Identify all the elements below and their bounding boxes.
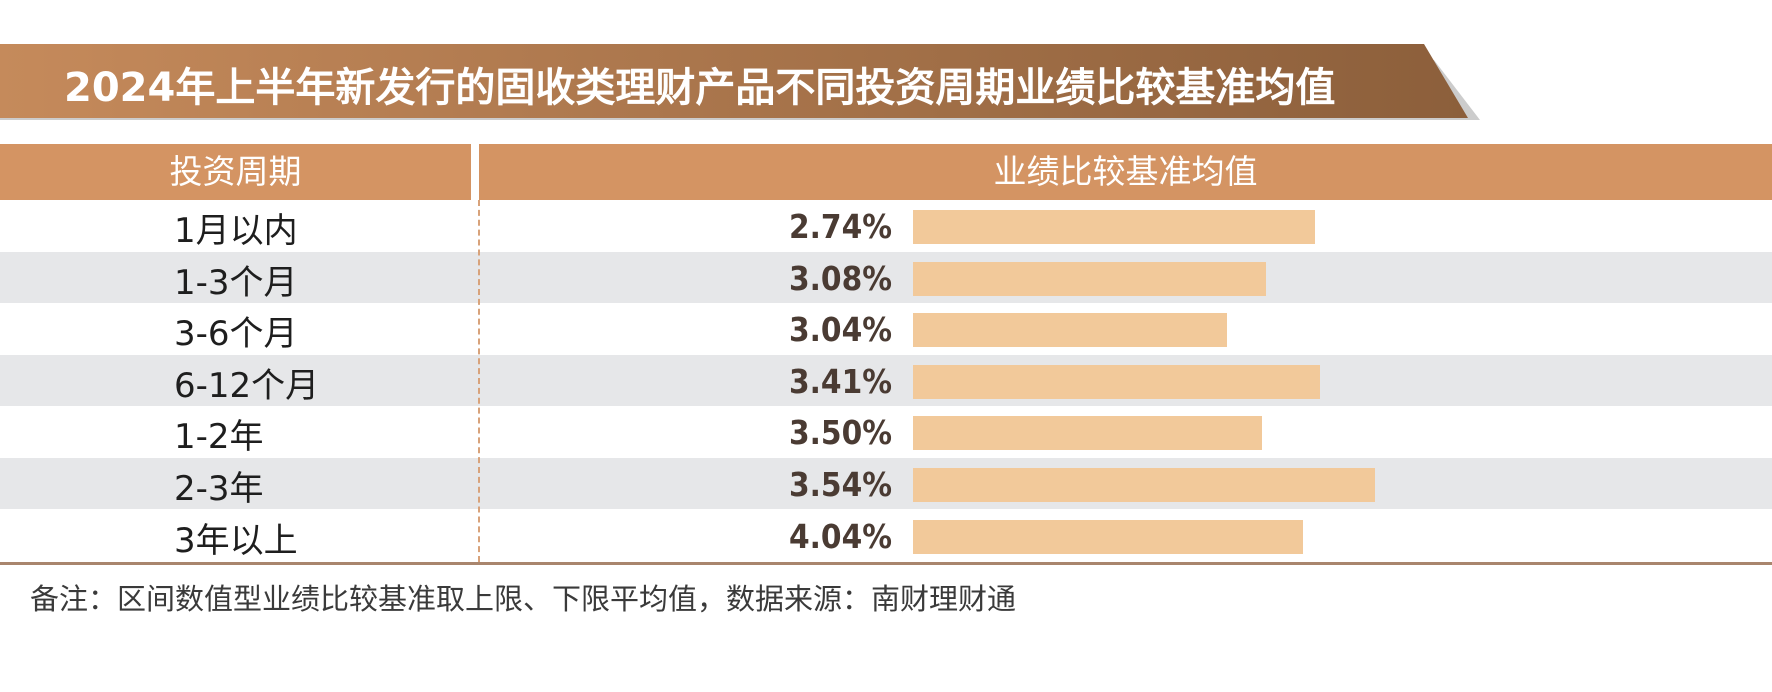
bar: [913, 416, 1262, 451]
category-label: 1-2年: [174, 417, 264, 458]
column-divider: [478, 200, 480, 562]
column-header-value: 业绩比较基准均值: [479, 144, 1772, 200]
bar: [913, 261, 1266, 296]
column-header-period: 投资周期: [0, 144, 471, 200]
data-label: 2.74%: [789, 207, 892, 246]
banner-shape: [0, 44, 1480, 120]
category-label: 3-6个月: [174, 314, 298, 355]
data-label: 3.54%: [789, 465, 892, 504]
chart-rows: 1月以内 2.74% 1-3个月 3.08% 3-6个月 3.04% 6-12个月 3.41%…: [0, 200, 1772, 562]
table-row: 1-3个月 3.08%: [0, 251, 1772, 303]
bar: [913, 210, 1315, 244]
data-label: 3.41%: [789, 361, 892, 401]
data-label: 3.04%: [789, 310, 892, 350]
table-row: 3年以上 4.04%: [0, 510, 1772, 561]
bar: [913, 468, 1375, 502]
table-row: 1-2年 3.50%: [0, 406, 1772, 457]
bottom-rule: [0, 562, 1772, 565]
bar: [913, 519, 1303, 554]
data-label: 4.04%: [789, 516, 892, 556]
category-label: 2-3年: [174, 469, 264, 509]
title-banner: 2024年上半年新发行的固收类理财产品不同投资周期业绩比较基准均值: [0, 0, 1772, 140]
data-label: 3.50%: [789, 413, 892, 453]
table-row: 2-3年 3.54%: [0, 458, 1772, 509]
category-label: 1-3个月: [174, 262, 298, 303]
footnote: 备注：区间数值型业绩比较基准取上限、下限平均值，数据来源：南财理财通: [30, 582, 1017, 616]
chart-title: 2024年上半年新发行的固收类理财产品不同投资周期业绩比较基准均值: [64, 65, 1336, 111]
category-label: 6-12个月: [174, 365, 320, 406]
table-header: 投资周期 业绩比较基准均值: [0, 144, 1772, 200]
data-label: 3.08%: [789, 258, 892, 298]
category-label: 3年以上: [174, 520, 298, 561]
table-row: 1月以内 2.74%: [0, 200, 1772, 251]
bar: [913, 364, 1320, 399]
category-label: 1月以内: [174, 211, 298, 251]
bar: [913, 313, 1227, 348]
table-row: 6-12个月 3.41%: [0, 354, 1772, 406]
table-row: 3-6个月 3.04%: [0, 303, 1772, 354]
